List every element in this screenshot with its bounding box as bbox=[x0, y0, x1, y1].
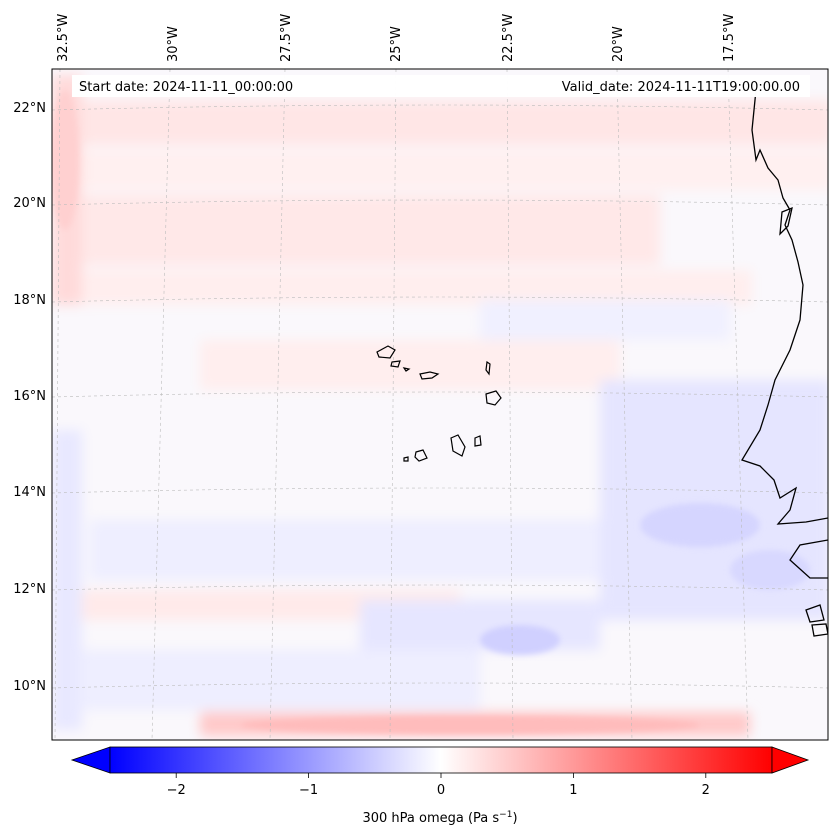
island-santo-antao bbox=[376, 345, 396, 359]
lon-label: 22.5°W bbox=[501, 14, 516, 62]
colorbar-extend-min bbox=[70, 746, 111, 774]
lon-label: 20°W bbox=[611, 26, 626, 62]
colorbar-extend-max bbox=[771, 746, 810, 774]
lon-label: 25°W bbox=[389, 26, 404, 62]
colorbar-tick-label: 1 bbox=[569, 783, 577, 798]
colorbar: −2 −1 0 1 2 300 hPa omega (Pa s−1) bbox=[70, 746, 810, 826]
longitude-labels: 32.5°W 30°W 27.5°W 25°W 22.5°W 20°W 17.5… bbox=[56, 14, 737, 62]
island-santiago bbox=[450, 434, 466, 457]
lat-label: 22°N bbox=[13, 101, 46, 116]
lon-label: 30°W bbox=[166, 26, 181, 62]
graticule bbox=[52, 69, 828, 740]
lat-label: 20°N bbox=[13, 196, 46, 211]
lon-label: 27.5°W bbox=[279, 14, 294, 62]
colorbar-tick-label: −1 bbox=[299, 783, 318, 798]
cape-verde-islands bbox=[376, 345, 502, 462]
colorbar-tick-label: 2 bbox=[702, 783, 710, 798]
lon-label: 32.5°W bbox=[56, 14, 71, 62]
omega-field bbox=[52, 69, 828, 740]
island-sao-vicente bbox=[390, 360, 401, 368]
colorbar-tick-label: −2 bbox=[167, 783, 186, 798]
lat-label: 12°N bbox=[13, 582, 46, 597]
lat-label: 10°N bbox=[13, 679, 46, 694]
latitude-labels: 22°N 20°N 18°N 16°N 14°N 12°N 10°N bbox=[13, 101, 46, 694]
valid-date-label: Valid_date: 2024-11-11T19:00:00.00 bbox=[562, 80, 800, 95]
colorbar-label: 300 hPa omega (Pa s−1) bbox=[362, 810, 517, 826]
colorbar-body bbox=[109, 746, 773, 774]
island-santa-luzia bbox=[402, 367, 411, 372]
start-date-label: Start date: 2024-11-11_00:00:00 bbox=[79, 80, 293, 95]
coastline bbox=[741, 89, 828, 637]
lat-label: 18°N bbox=[13, 293, 46, 308]
island-fogo bbox=[414, 449, 428, 462]
island-maio bbox=[474, 435, 482, 447]
lat-label: 14°N bbox=[13, 485, 46, 500]
lat-label: 16°N bbox=[13, 389, 46, 404]
colorbar-tick-label: 0 bbox=[437, 783, 445, 798]
island-boa-vista bbox=[485, 390, 502, 406]
island-sao-nicolau bbox=[419, 371, 440, 380]
island-sal bbox=[485, 360, 491, 376]
lon-label: 17.5°W bbox=[722, 14, 737, 62]
header-box bbox=[72, 75, 810, 97]
map-border bbox=[51, 68, 829, 741]
african-coastline bbox=[741, 89, 828, 525]
island-brava bbox=[403, 456, 409, 462]
